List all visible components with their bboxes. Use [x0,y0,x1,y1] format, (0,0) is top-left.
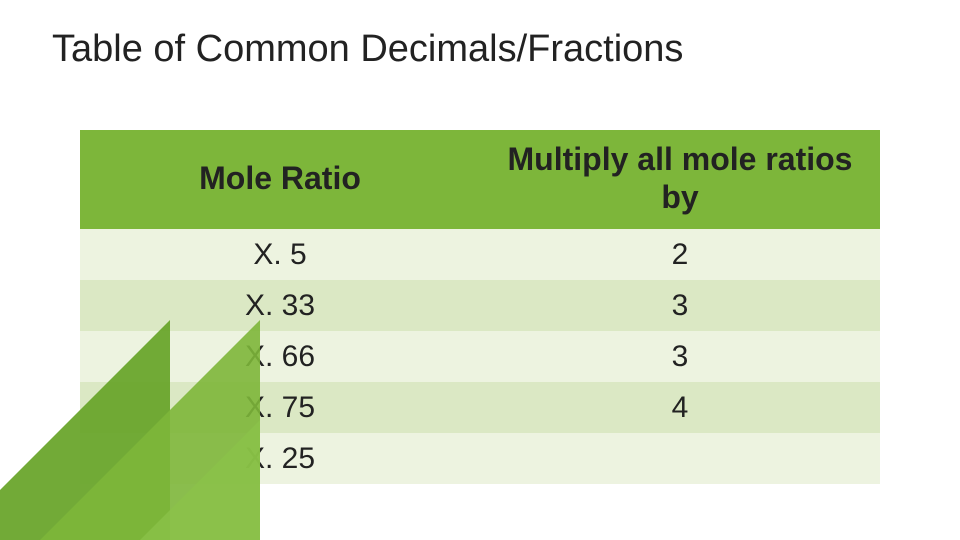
cell-multiply-by: 2 [480,229,880,280]
col-header-multiply-by: Multiply all mole ratios by [480,130,880,229]
col-header-mole-ratio: Mole Ratio [80,130,480,229]
table-row: X. 66 3 [80,331,880,382]
table-row: X. 25 [80,433,880,484]
cell-mole-ratio: X. 5 [80,229,480,280]
cell-mole-ratio: X. 25 [80,433,480,484]
table-row: X. 5 2 [80,229,880,280]
table-header-row: Mole Ratio Multiply all mole ratios by [80,130,880,229]
cell-multiply-by: 3 [480,331,880,382]
table-row: X. 75 4 [80,382,880,433]
cell-multiply-by: 4 [480,382,880,433]
table-row: X. 33 3 [80,280,880,331]
cell-mole-ratio: X. 33 [80,280,480,331]
cell-mole-ratio: X. 66 [80,331,480,382]
page-title: Table of Common Decimals/Fractions [52,28,683,71]
slide: Table of Common Decimals/Fractions Mole … [0,0,960,540]
cell-multiply-by [480,433,880,484]
decimals-table: Mole Ratio Multiply all mole ratios by X… [80,130,880,484]
cell-multiply-by: 3 [480,280,880,331]
cell-mole-ratio: X. 75 [80,382,480,433]
